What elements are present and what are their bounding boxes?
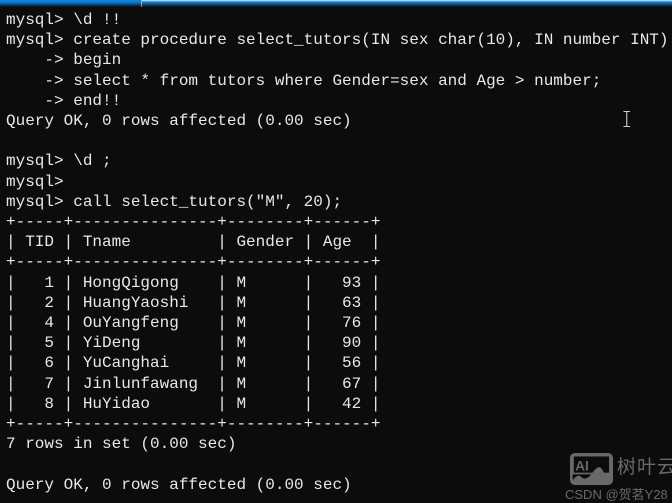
svg-text:AI: AI [575, 459, 589, 474]
